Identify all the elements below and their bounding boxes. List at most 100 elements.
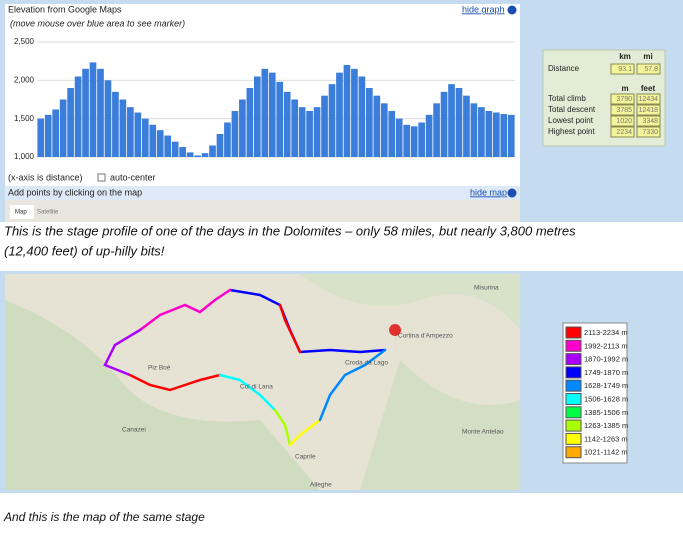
widget-title: Elevation from Google Maps bbox=[8, 4, 122, 14]
value: 1020 bbox=[616, 118, 632, 125]
legend-swatch bbox=[565, 393, 582, 405]
stats: km mi Distance 93.1 57.8 m feet Total climb 3790… bbox=[548, 52, 661, 138]
value: 3790 bbox=[616, 96, 632, 103]
place-label: Caprile bbox=[295, 454, 316, 461]
value: 93.1 bbox=[618, 66, 632, 73]
checkbox[interactable] bbox=[97, 173, 106, 182]
elevation-bar bbox=[478, 107, 485, 157]
elevation-bar bbox=[112, 91, 119, 157]
elevation-bar bbox=[74, 76, 82, 157]
legend-label: 2113-2234 m bbox=[584, 328, 628, 337]
elevation-bar bbox=[104, 80, 112, 157]
map-strip bbox=[5, 200, 520, 222]
elevation-bar bbox=[67, 88, 74, 157]
y-tick-label: 2,500 bbox=[14, 37, 35, 46]
elevation-bar bbox=[82, 68, 89, 157]
elevation-bar bbox=[216, 134, 224, 157]
x-note: (x-axis is distance) bbox=[8, 172, 83, 182]
elevation-bar bbox=[343, 65, 351, 157]
elevation-bar bbox=[500, 114, 508, 157]
legend-swatch bbox=[565, 432, 582, 445]
value-box bbox=[610, 63, 635, 75]
elevation-bar bbox=[224, 122, 231, 157]
col-header: mi bbox=[643, 52, 652, 61]
elevation-bar bbox=[171, 141, 179, 157]
elevation-bar bbox=[507, 114, 515, 157]
place-label: Canazei bbox=[122, 427, 146, 434]
y-tick-label: 1,000 bbox=[14, 152, 35, 161]
value: 12434 bbox=[639, 96, 659, 103]
legend-label: 1628-1749 m bbox=[584, 381, 628, 390]
elevation-bar bbox=[492, 112, 500, 157]
legend-label: 1385-1506 m bbox=[584, 408, 628, 417]
hide-graph-icon[interactable] bbox=[507, 5, 517, 15]
elevation-bar bbox=[313, 107, 321, 157]
legend-label: 1992-2113 m bbox=[584, 341, 628, 350]
hide-graph[interactable]: hide graph bbox=[462, 4, 505, 14]
elevation-bar bbox=[373, 95, 381, 157]
caption-line: (12,400 feet) of up-hilly bits! bbox=[4, 243, 165, 258]
terrain bbox=[360, 360, 520, 490]
col-header: feet bbox=[641, 84, 656, 93]
hide-map-icon[interactable] bbox=[507, 188, 517, 198]
place-label: Cortina d'Ampezzo bbox=[398, 333, 453, 340]
value: 2234 bbox=[616, 129, 632, 136]
terrain bbox=[300, 274, 520, 330]
value-box bbox=[610, 93, 635, 105]
value-box bbox=[610, 115, 635, 127]
place-label: Col di Lana bbox=[240, 384, 273, 391]
elevation-bar bbox=[261, 68, 269, 157]
place-label: Piz Boè bbox=[148, 365, 171, 372]
elevation-bar bbox=[89, 62, 97, 157]
legend-swatch bbox=[565, 326, 582, 339]
marker bbox=[389, 324, 402, 352]
value: 12418 bbox=[639, 107, 659, 114]
elevation-bar bbox=[119, 99, 127, 157]
elevation-bar bbox=[44, 114, 52, 157]
elevation-bar bbox=[380, 103, 388, 157]
elevation-bar bbox=[283, 91, 291, 157]
route bbox=[103, 288, 387, 447]
y-tick-label: 1,500 bbox=[14, 114, 35, 123]
satellite-tab-label[interactable]: Satellite bbox=[37, 210, 59, 216]
map-tab[interactable] bbox=[10, 205, 34, 219]
map-labels: Cortina d'Ampezzo Piz Boè Col di Lana Croda… bbox=[122, 285, 504, 489]
elevation-bar bbox=[321, 95, 328, 157]
value-box bbox=[636, 93, 661, 105]
terrain bbox=[5, 300, 320, 490]
add-points: Add points by clicking on the map bbox=[8, 187, 142, 197]
elevation-bar bbox=[246, 88, 254, 157]
legend-label: 1506-1628 m bbox=[584, 394, 628, 403]
legend-swatch bbox=[565, 446, 582, 459]
elevation-bar bbox=[418, 122, 425, 157]
legend-swatch bbox=[565, 353, 582, 366]
row-label: Total descent bbox=[548, 105, 596, 114]
value-box bbox=[610, 126, 635, 138]
place-label: Alleghe bbox=[310, 482, 332, 489]
value-box bbox=[610, 104, 635, 116]
hint: (move mouse over blue area to see marker… bbox=[10, 18, 185, 28]
elevation-bar bbox=[97, 68, 104, 157]
elevation-bar bbox=[485, 111, 493, 157]
map-tab-label[interactable]: Map bbox=[15, 210, 27, 216]
col-header: m bbox=[621, 84, 628, 93]
elevation-bar bbox=[306, 111, 313, 157]
elevation-bar bbox=[231, 111, 239, 157]
y-tick-label: 2,000 bbox=[14, 75, 35, 84]
map-header bbox=[5, 186, 520, 200]
value-box bbox=[636, 115, 661, 127]
elevation-bar bbox=[366, 88, 373, 157]
legend-swatch bbox=[565, 406, 582, 419]
elevation-bar bbox=[127, 107, 134, 157]
legend-swatch bbox=[565, 339, 582, 352]
elevation-bar bbox=[164, 135, 172, 157]
elevation-bar bbox=[358, 76, 366, 157]
elevation-bar bbox=[52, 109, 60, 157]
caption2: And this is the map of the same stage bbox=[3, 510, 205, 524]
col-header: km bbox=[619, 52, 631, 61]
legend-label: 1021-1142 m bbox=[584, 448, 628, 457]
place-label: Monte Antelao bbox=[462, 429, 504, 436]
legend-swatch bbox=[565, 366, 582, 379]
hide-map[interactable]: hide map bbox=[470, 187, 507, 197]
